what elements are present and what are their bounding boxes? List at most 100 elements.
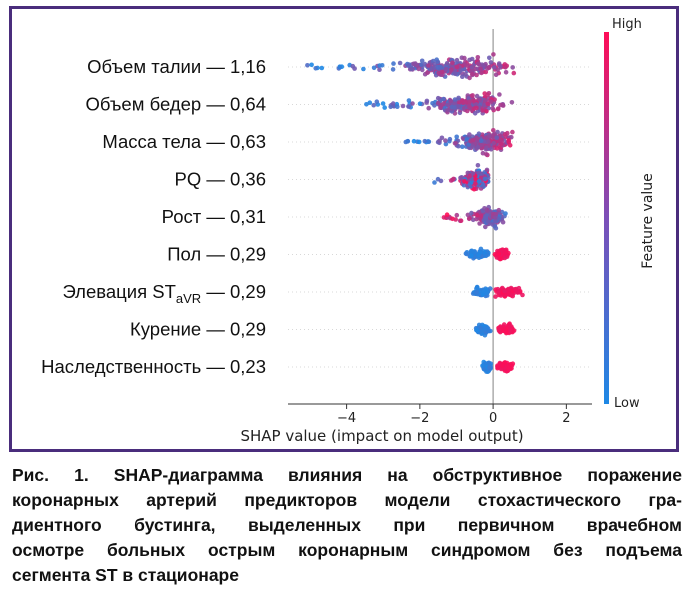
- shap-point: [480, 363, 485, 368]
- shap-point: [491, 52, 496, 57]
- shap-point: [477, 250, 483, 255]
- shap-point: [448, 98, 454, 104]
- shap-point: [487, 365, 492, 370]
- feature-label: Пол — 0,29: [167, 244, 266, 265]
- shap-point: [486, 328, 492, 334]
- shap-point: [510, 129, 515, 135]
- shap-point: [419, 58, 425, 64]
- shap-point: [405, 138, 411, 144]
- shap-point: [443, 67, 449, 72]
- shap-point: [511, 328, 517, 333]
- shap-point: [481, 63, 486, 68]
- shap-point: [506, 291, 511, 296]
- shap-point: [478, 66, 483, 72]
- shap-point: [493, 72, 499, 77]
- shap-point: [476, 179, 482, 184]
- shap-point: [474, 327, 479, 333]
- shap-point: [477, 97, 483, 102]
- shap-point: [485, 101, 491, 107]
- shap-point: [467, 104, 472, 109]
- caption-line: сегмента ST в стационаре: [12, 565, 239, 585]
- shap-point: [470, 137, 476, 143]
- shap-point: [483, 69, 489, 75]
- shap-point: [469, 56, 475, 62]
- shap-point: [305, 63, 310, 68]
- shap-point: [475, 163, 481, 168]
- shap-point: [485, 219, 491, 224]
- shap-point: [438, 105, 443, 110]
- shap-point: [478, 325, 483, 331]
- shap-point: [424, 98, 430, 104]
- shap-point: [484, 152, 489, 157]
- feature-label: Объем бедер — 0,64: [85, 94, 266, 115]
- shap-point: [495, 67, 501, 72]
- shap-point: [350, 63, 356, 69]
- feature-labels: Объем талии — 1,16 Объем бедер — 0,64 Масс…: [41, 56, 266, 377]
- shap-point: [379, 63, 385, 68]
- shap-point: [422, 138, 428, 144]
- shap-point: [496, 328, 502, 333]
- shap-point: [313, 66, 319, 71]
- feature-label: Масса тела — 0,63: [102, 131, 266, 152]
- shap-point: [395, 104, 400, 109]
- shap-point: [428, 66, 434, 72]
- shap-point: [484, 167, 490, 173]
- shap-point: [491, 128, 496, 133]
- shap-point: [492, 215, 498, 220]
- shap-point: [460, 74, 465, 79]
- colorbar-high-label: High: [612, 17, 642, 32]
- shap-point: [497, 92, 502, 97]
- shap-point: [476, 170, 482, 176]
- shap-point: [309, 62, 314, 68]
- figure-caption: Рис. 1. SHAP-диаграмма влияния на обстру…: [12, 463, 682, 588]
- shap-point: [416, 66, 422, 72]
- shap-point: [482, 206, 487, 211]
- shap-point: [454, 57, 460, 63]
- shap-point: [451, 176, 456, 182]
- x-tick-label: 0: [489, 411, 497, 426]
- shap-point: [474, 72, 479, 78]
- shap-point: [490, 105, 495, 111]
- shap-point: [447, 136, 453, 142]
- shap-point: [470, 171, 476, 176]
- shap-point: [482, 98, 488, 104]
- shap-point: [437, 138, 442, 144]
- shap-point: [498, 102, 503, 108]
- shap-point: [473, 181, 478, 186]
- shap-point: [501, 327, 506, 333]
- shap-point: [400, 103, 406, 109]
- shap-point: [465, 212, 471, 218]
- shap-point: [483, 253, 489, 259]
- shap-point: [496, 290, 501, 295]
- shap-point: [450, 216, 455, 222]
- shap-point: [444, 61, 450, 66]
- shap-point: [450, 60, 455, 65]
- shap-point: [411, 138, 417, 144]
- shap-point: [319, 65, 325, 71]
- shap-point: [444, 212, 450, 217]
- shap-point: [438, 178, 444, 184]
- colorbar-title: Feature value: [640, 173, 656, 269]
- shap-point: [435, 59, 441, 65]
- shap-point: [390, 101, 396, 106]
- shap-point: [495, 365, 500, 371]
- shap-point: [463, 72, 468, 77]
- shap-point: [371, 65, 377, 71]
- shap-point: [483, 214, 489, 220]
- shap-point: [490, 222, 495, 227]
- shap-point: [512, 287, 518, 292]
- shap-point: [409, 66, 414, 72]
- shap-point: [484, 109, 489, 114]
- shap-point: [390, 67, 396, 72]
- x-tick-label: −2: [410, 411, 429, 426]
- shap-point: [467, 75, 472, 81]
- shap-point: [456, 143, 461, 149]
- shap-point: [425, 70, 430, 75]
- shap-point: [496, 207, 502, 213]
- shap-point: [382, 105, 388, 110]
- shap-point: [469, 65, 475, 70]
- shap-point: [475, 144, 481, 150]
- shap-point: [502, 250, 508, 255]
- feature-label: Курение — 0,29: [130, 319, 266, 340]
- shap-point: [452, 105, 457, 110]
